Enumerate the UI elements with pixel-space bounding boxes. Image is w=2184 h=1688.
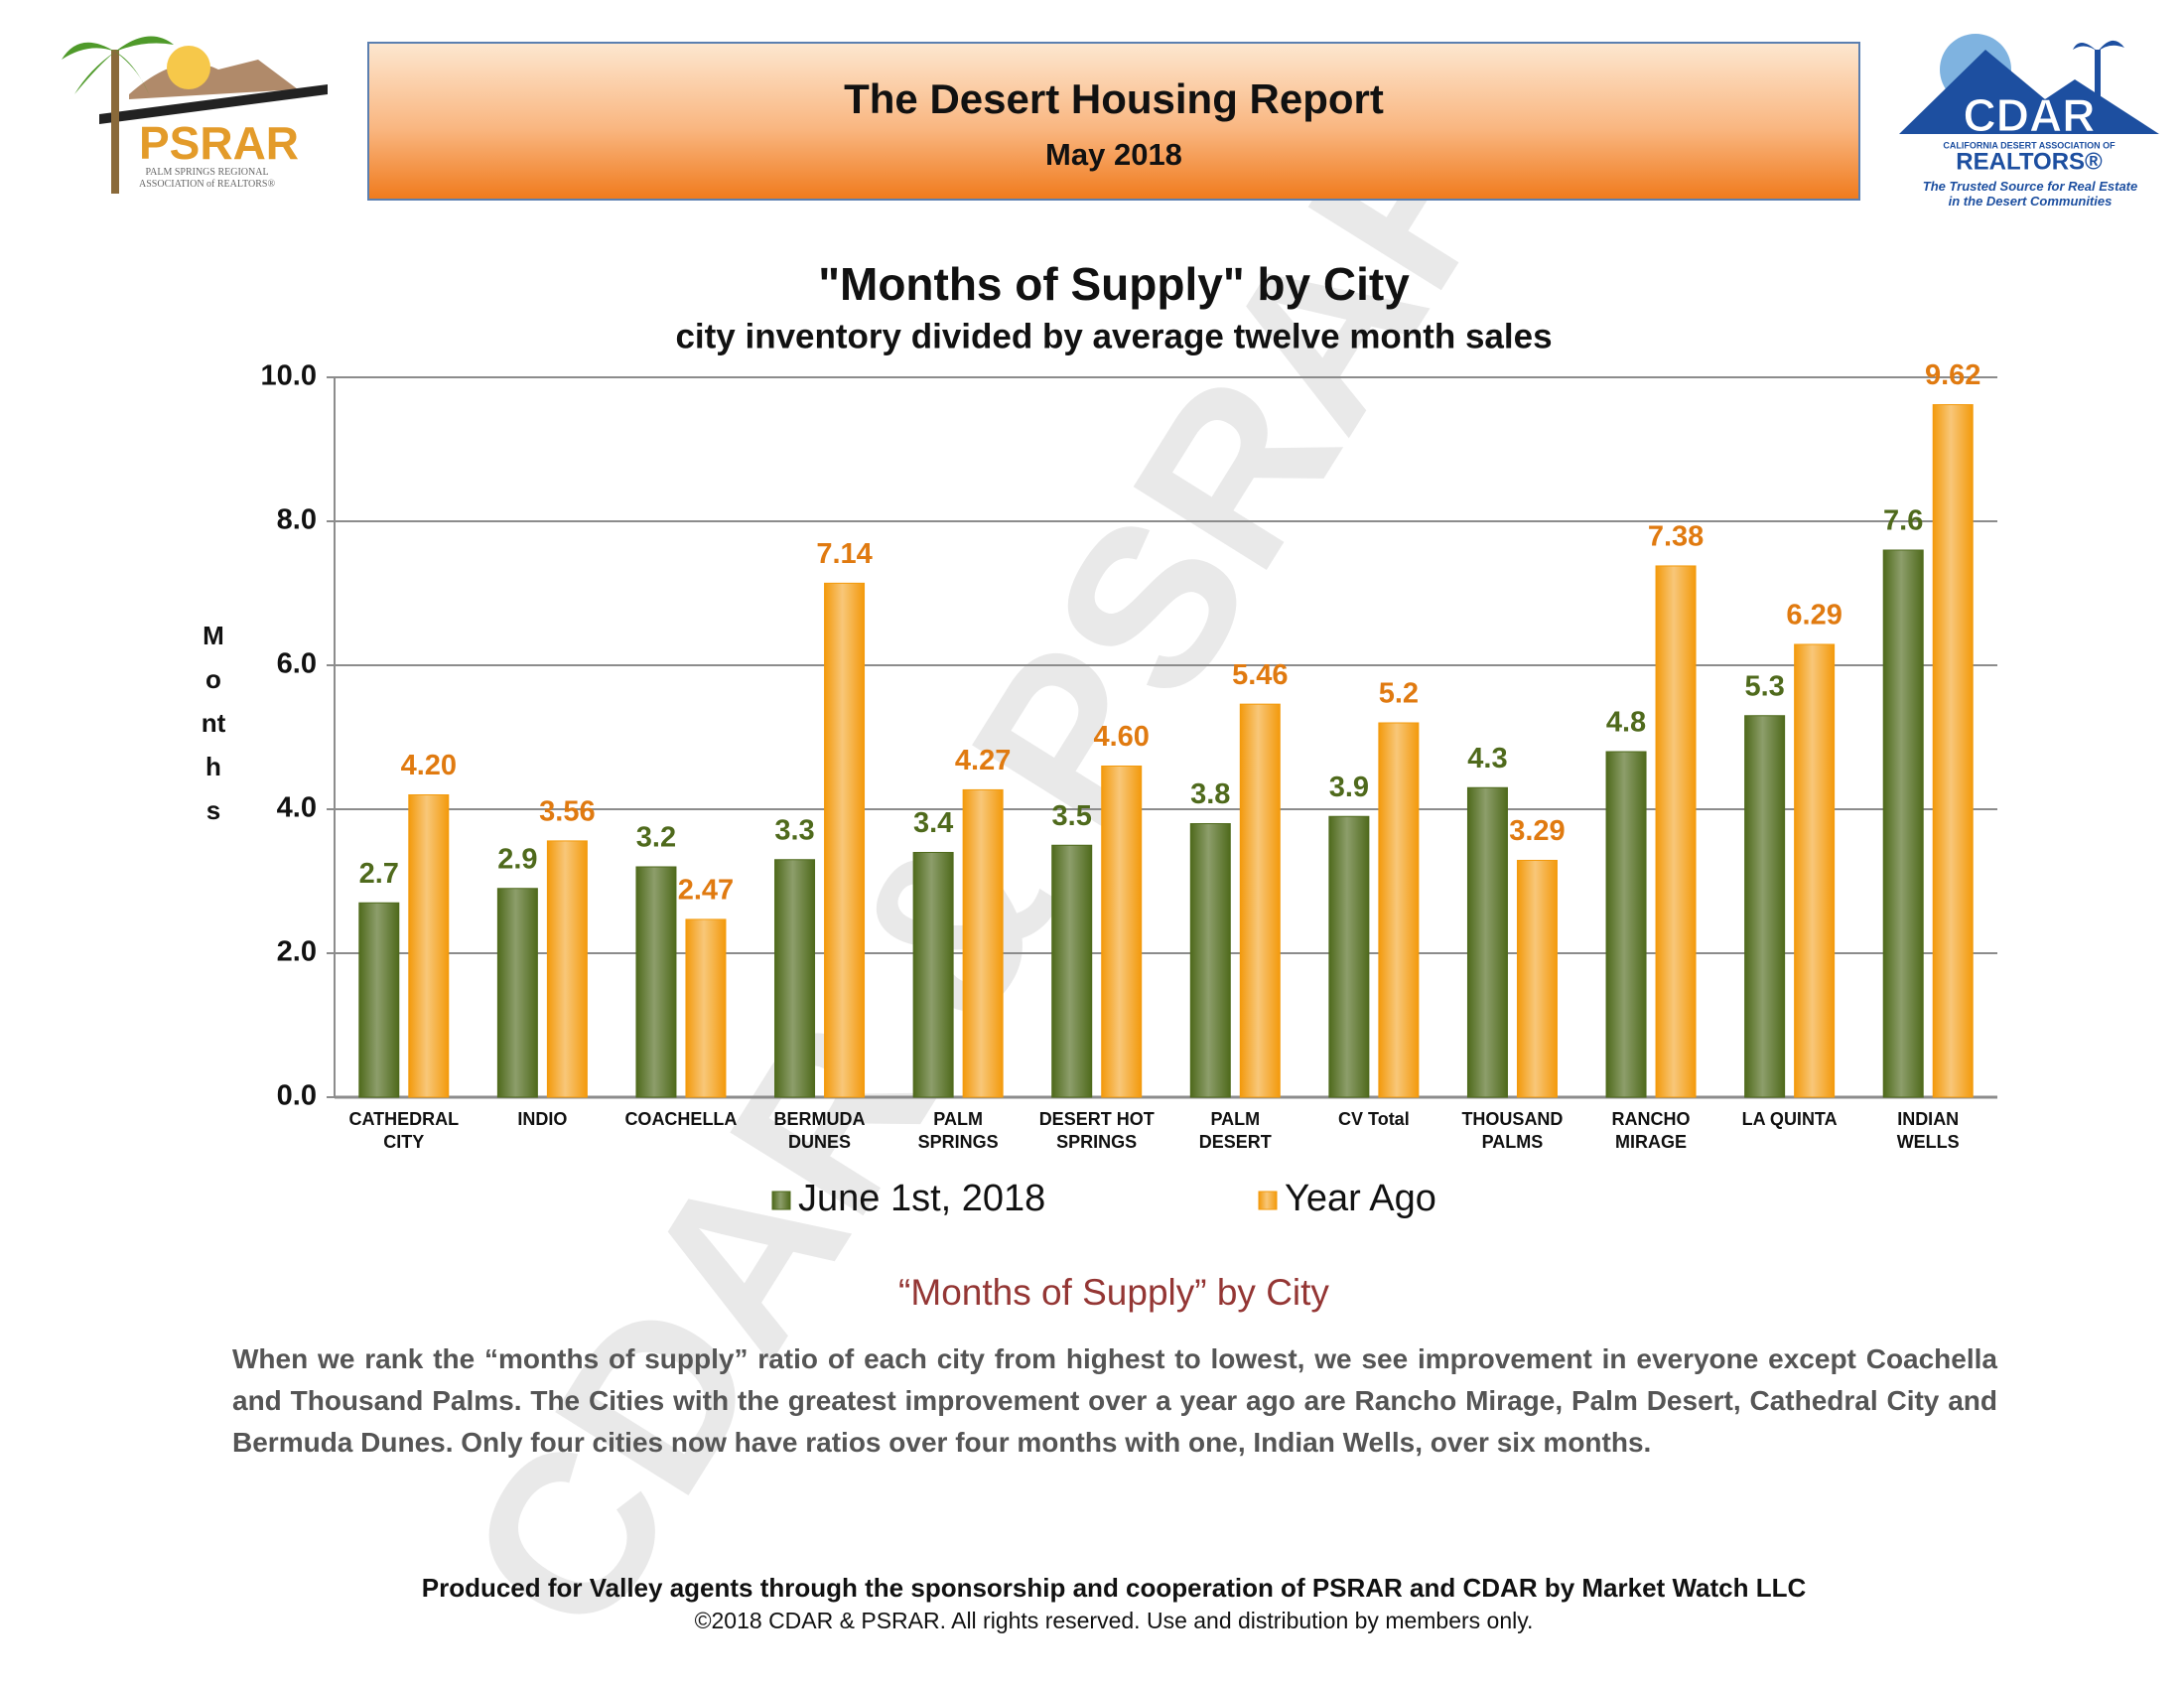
- psrar-tagline: PALM SPRINGS REGIONAL ASSOCIATION of REA…: [139, 167, 276, 190]
- header-title: The Desert Housing Report: [844, 75, 1384, 122]
- cdar-org2: REALTORS®: [1956, 148, 2103, 175]
- chart-subtitle: city inventory divided by average twelve…: [675, 317, 1552, 355]
- bar: [358, 902, 400, 1098]
- bar: [1101, 766, 1143, 1098]
- value-label: 9.62: [1925, 359, 1980, 391]
- value-label: 3.2: [636, 822, 676, 854]
- x-tick-label: THOUSAND PALMS: [1461, 1109, 1564, 1152]
- x-tick-label: BERMUDA DUNES: [773, 1109, 866, 1152]
- value-label: 4.27: [955, 745, 1011, 776]
- bar: [824, 582, 866, 1098]
- value-label: 7.38: [1648, 521, 1704, 553]
- bar: [546, 840, 588, 1098]
- cdar-logo: CDAR CALIFORNIA DESERT ASSOCIATION OF RE…: [1899, 34, 2159, 175]
- bar: [774, 859, 816, 1098]
- bar: [1882, 549, 1924, 1098]
- bar: [1744, 715, 1786, 1098]
- value-label: 2.9: [497, 843, 537, 875]
- bar: [1655, 565, 1697, 1098]
- value-label: 3.8: [1190, 778, 1230, 810]
- y-axis-label: Months: [201, 621, 226, 825]
- x-tick-label: RANCHO MIRAGE: [1611, 1109, 1691, 1152]
- x-tick-label: CATHEDRAL CITY: [348, 1109, 460, 1152]
- value-label: 3.4: [913, 807, 953, 839]
- header-subtitle: May 2018: [1045, 137, 1182, 172]
- value-label: 4.60: [1093, 721, 1149, 753]
- bar: [1051, 844, 1093, 1098]
- chart-title: "Months of Supply" by City: [818, 258, 1410, 310]
- footer-line2: ©2018 CDAR & PSRAR. All rights reserved.…: [695, 1608, 1534, 1633]
- cdar-tagline: The Trusted Source for Real Estate in th…: [1922, 179, 2138, 209]
- x-tick-label: CV Total: [1338, 1109, 1410, 1129]
- bar: [635, 866, 677, 1098]
- psrar-name: PSRAR: [139, 117, 299, 169]
- bar: [912, 852, 954, 1098]
- value-label: 5.3: [1744, 670, 1784, 702]
- bar: [1239, 703, 1281, 1098]
- value-label: 5.2: [1379, 678, 1419, 710]
- x-tick-label: INDIO: [517, 1109, 568, 1129]
- x-tick-label: COACHELLA: [624, 1109, 738, 1129]
- y-tick-label: 6.0: [277, 648, 317, 680]
- value-label: 3.3: [774, 814, 814, 846]
- bar: [496, 888, 538, 1098]
- y-tick-label: 0.0: [277, 1080, 317, 1112]
- value-label: 3.29: [1509, 815, 1565, 847]
- bar: [1605, 751, 1647, 1098]
- bar: [1794, 643, 1836, 1098]
- x-tick-label: PALM SPRINGS: [917, 1109, 999, 1152]
- bar: [1328, 815, 1370, 1098]
- value-label: 3.5: [1052, 800, 1092, 832]
- x-tick-label: DESERT HOT SPRINGS: [1038, 1109, 1155, 1152]
- bar: [1466, 786, 1508, 1098]
- x-tick-label: PALM DESERT: [1198, 1109, 1272, 1152]
- bar: [1516, 859, 1558, 1098]
- value-label: 3.56: [539, 796, 595, 828]
- header-box: [367, 42, 1860, 201]
- value-label: 6.29: [1786, 600, 1842, 632]
- value-label: 3.9: [1329, 772, 1369, 803]
- y-tick-label: 2.0: [277, 936, 317, 968]
- y-tick-label: 8.0: [277, 504, 317, 536]
- bar: [962, 788, 1004, 1098]
- cdar-org: CALIFORNIA DESERT ASSOCIATION OF: [1943, 140, 2116, 150]
- value-label: 7.14: [816, 538, 872, 570]
- psrar-logo: PSRAR: [62, 36, 328, 194]
- bar: [1189, 823, 1231, 1098]
- legend-label: June 1st, 2018: [798, 1178, 1045, 1219]
- legend-label: Year Ago: [1285, 1178, 1436, 1219]
- value-label: 2.47: [678, 875, 734, 907]
- value-label: 4.8: [1606, 707, 1646, 739]
- bar: [685, 918, 727, 1098]
- bar: [408, 794, 450, 1098]
- cdar-name: CDAR: [1964, 89, 2096, 141]
- value-label: 4.3: [1467, 743, 1507, 774]
- footer-line1: Produced for Valley agents through the s…: [422, 1573, 1807, 1603]
- legend-swatch: [1258, 1191, 1278, 1210]
- section-heading: “Months of Supply” by City: [898, 1272, 1329, 1313]
- x-tick-label: INDIAN WELLS: [1896, 1109, 1960, 1152]
- value-label: 7.6: [1883, 505, 1923, 537]
- value-label: 2.7: [359, 858, 399, 890]
- value-label: 5.46: [1232, 659, 1288, 691]
- legend-swatch: [771, 1191, 791, 1210]
- x-tick-label: LA QUINTA: [1741, 1109, 1838, 1129]
- y-tick-label: 4.0: [277, 792, 317, 824]
- bar: [1932, 404, 1974, 1098]
- y-tick-label: 10.0: [261, 360, 317, 392]
- value-label: 4.20: [401, 750, 457, 781]
- bar: [1378, 722, 1420, 1098]
- section-paragraph: When we rank the “months of supply” rati…: [232, 1343, 1997, 1458]
